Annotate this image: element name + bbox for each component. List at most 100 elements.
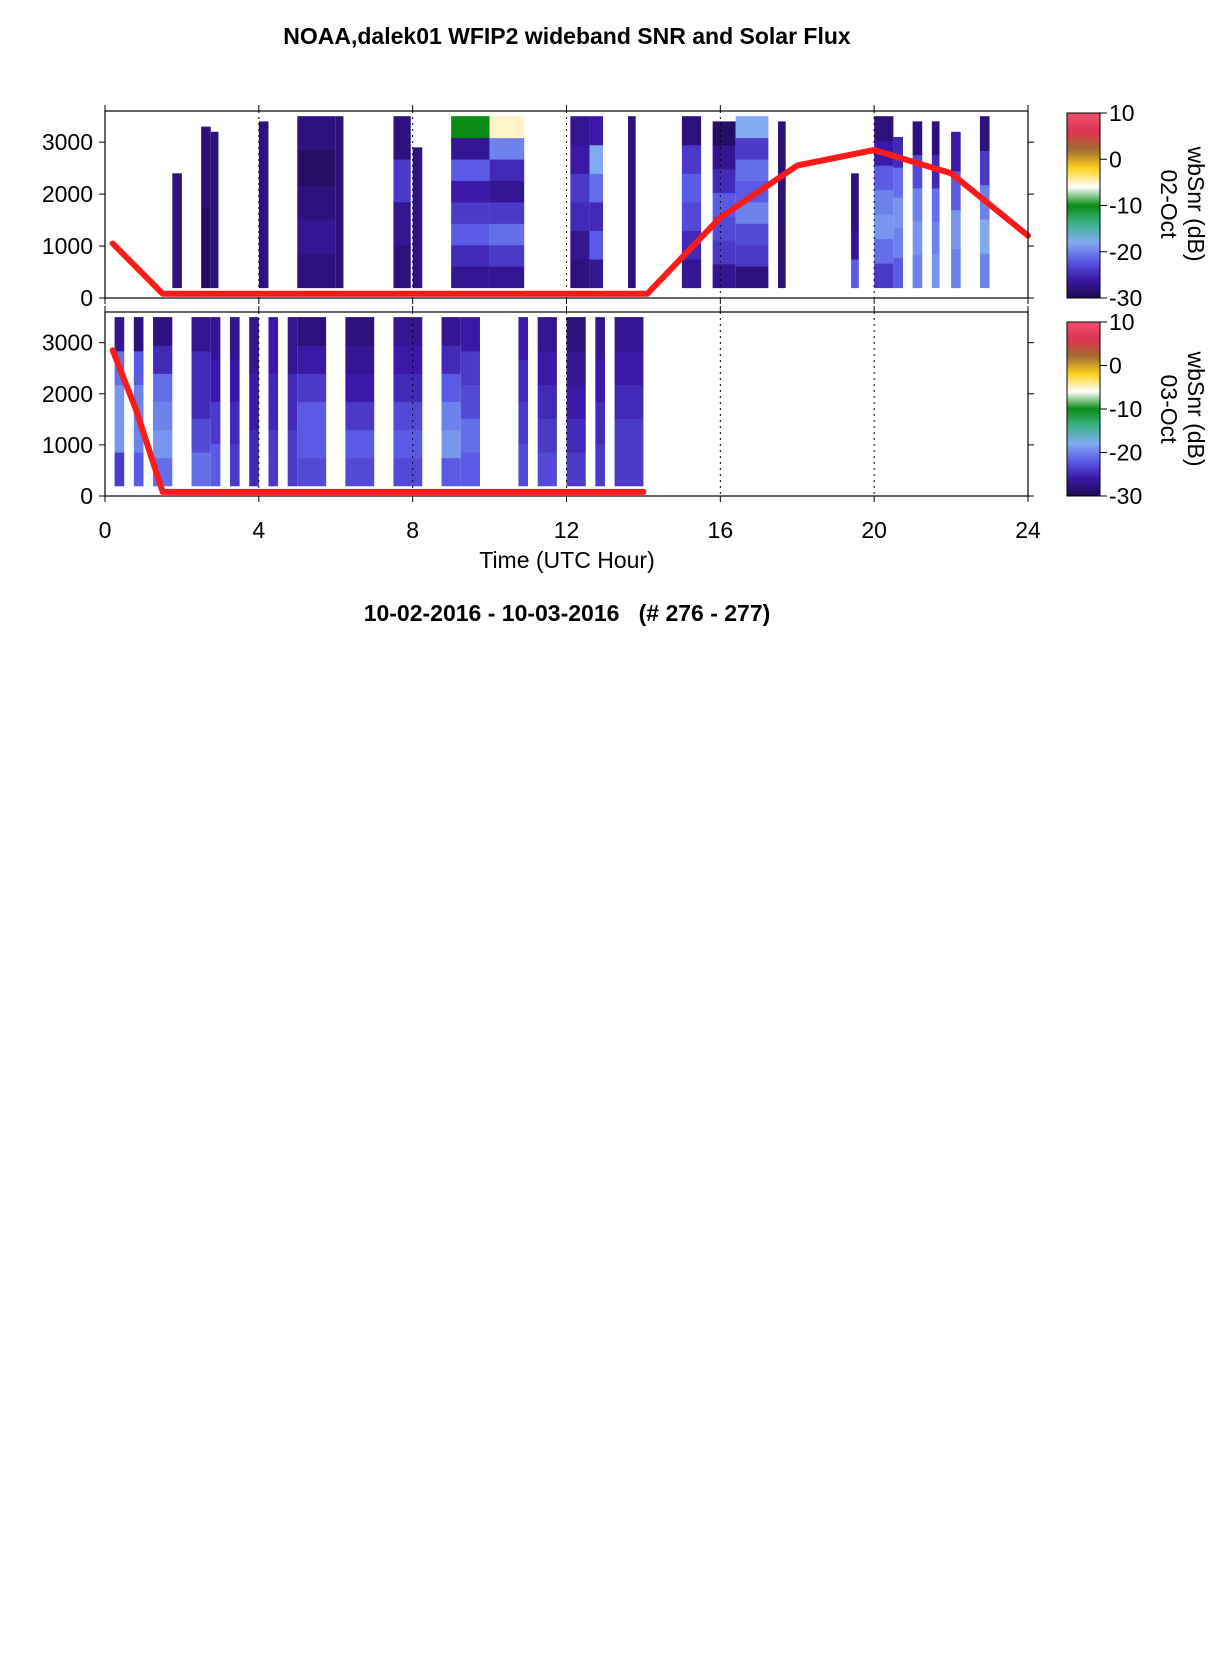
snr-cell (712, 121, 736, 146)
snr-cell (133, 384, 144, 419)
colorbar-tick-label: -30 (1109, 285, 1142, 311)
vertical-grid (258, 312, 875, 496)
snr-column (268, 317, 279, 487)
snr-cell (393, 317, 423, 346)
solar-flux-line (109, 147, 1031, 297)
snr-column (735, 116, 769, 289)
snr-cell (489, 180, 525, 203)
snr-cell (489, 223, 525, 246)
snr-cell (153, 429, 173, 459)
snr-cell (712, 168, 736, 194)
snr-cell (460, 350, 480, 386)
snr-cell (712, 145, 736, 170)
snr-cell (912, 221, 923, 255)
snr-cell (589, 116, 604, 146)
snr-cell (537, 452, 557, 487)
snr-column (297, 317, 327, 487)
x-tick-label: 24 (1015, 517, 1041, 543)
snr-cell (589, 173, 604, 203)
snr-cell (912, 254, 923, 289)
snr-cell (874, 214, 894, 240)
snr-cell (489, 244, 525, 267)
y-tick-labels: 0 1000 2000 3000 (42, 330, 93, 509)
colorbar-tick-label: -10 (1109, 193, 1142, 219)
snr-cell (566, 317, 586, 352)
snr-cell (589, 201, 604, 231)
snr-columns (172, 116, 990, 289)
snr-cell (153, 373, 173, 402)
snr-column (712, 121, 736, 289)
y-tick-labels: 0 1000 2000 3000 (42, 129, 93, 311)
snr-cell (614, 350, 644, 386)
snr-column (912, 121, 923, 289)
colorbar-tick-label: 10 (1109, 309, 1135, 335)
snr-column (335, 116, 344, 289)
snr-cell (153, 317, 173, 346)
y-tick-label: 2000 (42, 381, 93, 407)
snr-cell (589, 259, 604, 289)
snr-cell (931, 254, 940, 289)
snr-cell (114, 384, 125, 419)
snr-cell (249, 373, 259, 431)
snr-column (518, 317, 529, 487)
x-tick-label: 20 (861, 517, 887, 543)
snr-cell (874, 238, 894, 264)
snr-cell (595, 359, 605, 402)
snr-cell (489, 266, 525, 289)
snr-cell (441, 317, 461, 346)
snr-column (201, 126, 211, 289)
snr-cell (589, 144, 604, 174)
snr-cell (570, 173, 590, 203)
snr-column (172, 173, 182, 289)
snr-cell (489, 201, 525, 224)
snr-cell (595, 317, 605, 360)
snr-cell (393, 373, 423, 402)
snr-cell (566, 418, 586, 453)
snr-cell (979, 116, 990, 151)
axis-ticks (99, 306, 1034, 502)
snr-cell (451, 201, 490, 224)
snr-column (874, 116, 894, 289)
snr-cell (537, 384, 557, 419)
colorbar-label: wbSnr (dB) (1183, 350, 1209, 466)
snr-cell (537, 350, 557, 386)
snr-column (614, 317, 644, 487)
snr-cell (931, 221, 940, 255)
snr-cell (570, 201, 590, 231)
colorbar-tick-label: -30 (1109, 483, 1142, 509)
x-tick-label: 4 (252, 517, 265, 543)
snr-column (489, 116, 525, 289)
snr-cell (441, 401, 461, 431)
snr-cell (460, 418, 480, 453)
snr-cell (210, 401, 221, 445)
x-tick-labels: 0 4 8 12 16 20 24 (99, 517, 1041, 543)
snr-cell (951, 209, 961, 250)
snr-column (778, 121, 786, 289)
colorbar-ticks: 10 0 -10 -20 -30 (1100, 309, 1142, 509)
snr-cell (537, 418, 557, 453)
panel-02-oct: 0 1000 2000 3000 10 0 -10 -20 -30 wbSnr (dB) 02… (42, 100, 1209, 311)
snr-column (153, 317, 173, 487)
snr-cell (735, 180, 769, 203)
snr-column (210, 317, 221, 487)
snr-column (229, 317, 240, 487)
snr-cell (287, 373, 298, 431)
snr-column (570, 116, 590, 289)
snr-column (114, 317, 125, 487)
snr-column (412, 147, 423, 289)
snr-column (589, 116, 604, 289)
snr-column (595, 317, 605, 487)
snr-column (951, 131, 961, 289)
snr-column (287, 317, 298, 487)
snr-cell (951, 170, 961, 211)
snr-cell (712, 263, 736, 289)
colorbar-tick-label: -10 (1109, 396, 1142, 422)
snr-cell (712, 240, 736, 265)
snr-cell (441, 345, 461, 374)
snr-cell (201, 126, 211, 208)
snr-cell (451, 223, 490, 246)
snr-cell (114, 452, 125, 487)
snr-column (893, 136, 904, 289)
snr-cell (133, 418, 144, 453)
